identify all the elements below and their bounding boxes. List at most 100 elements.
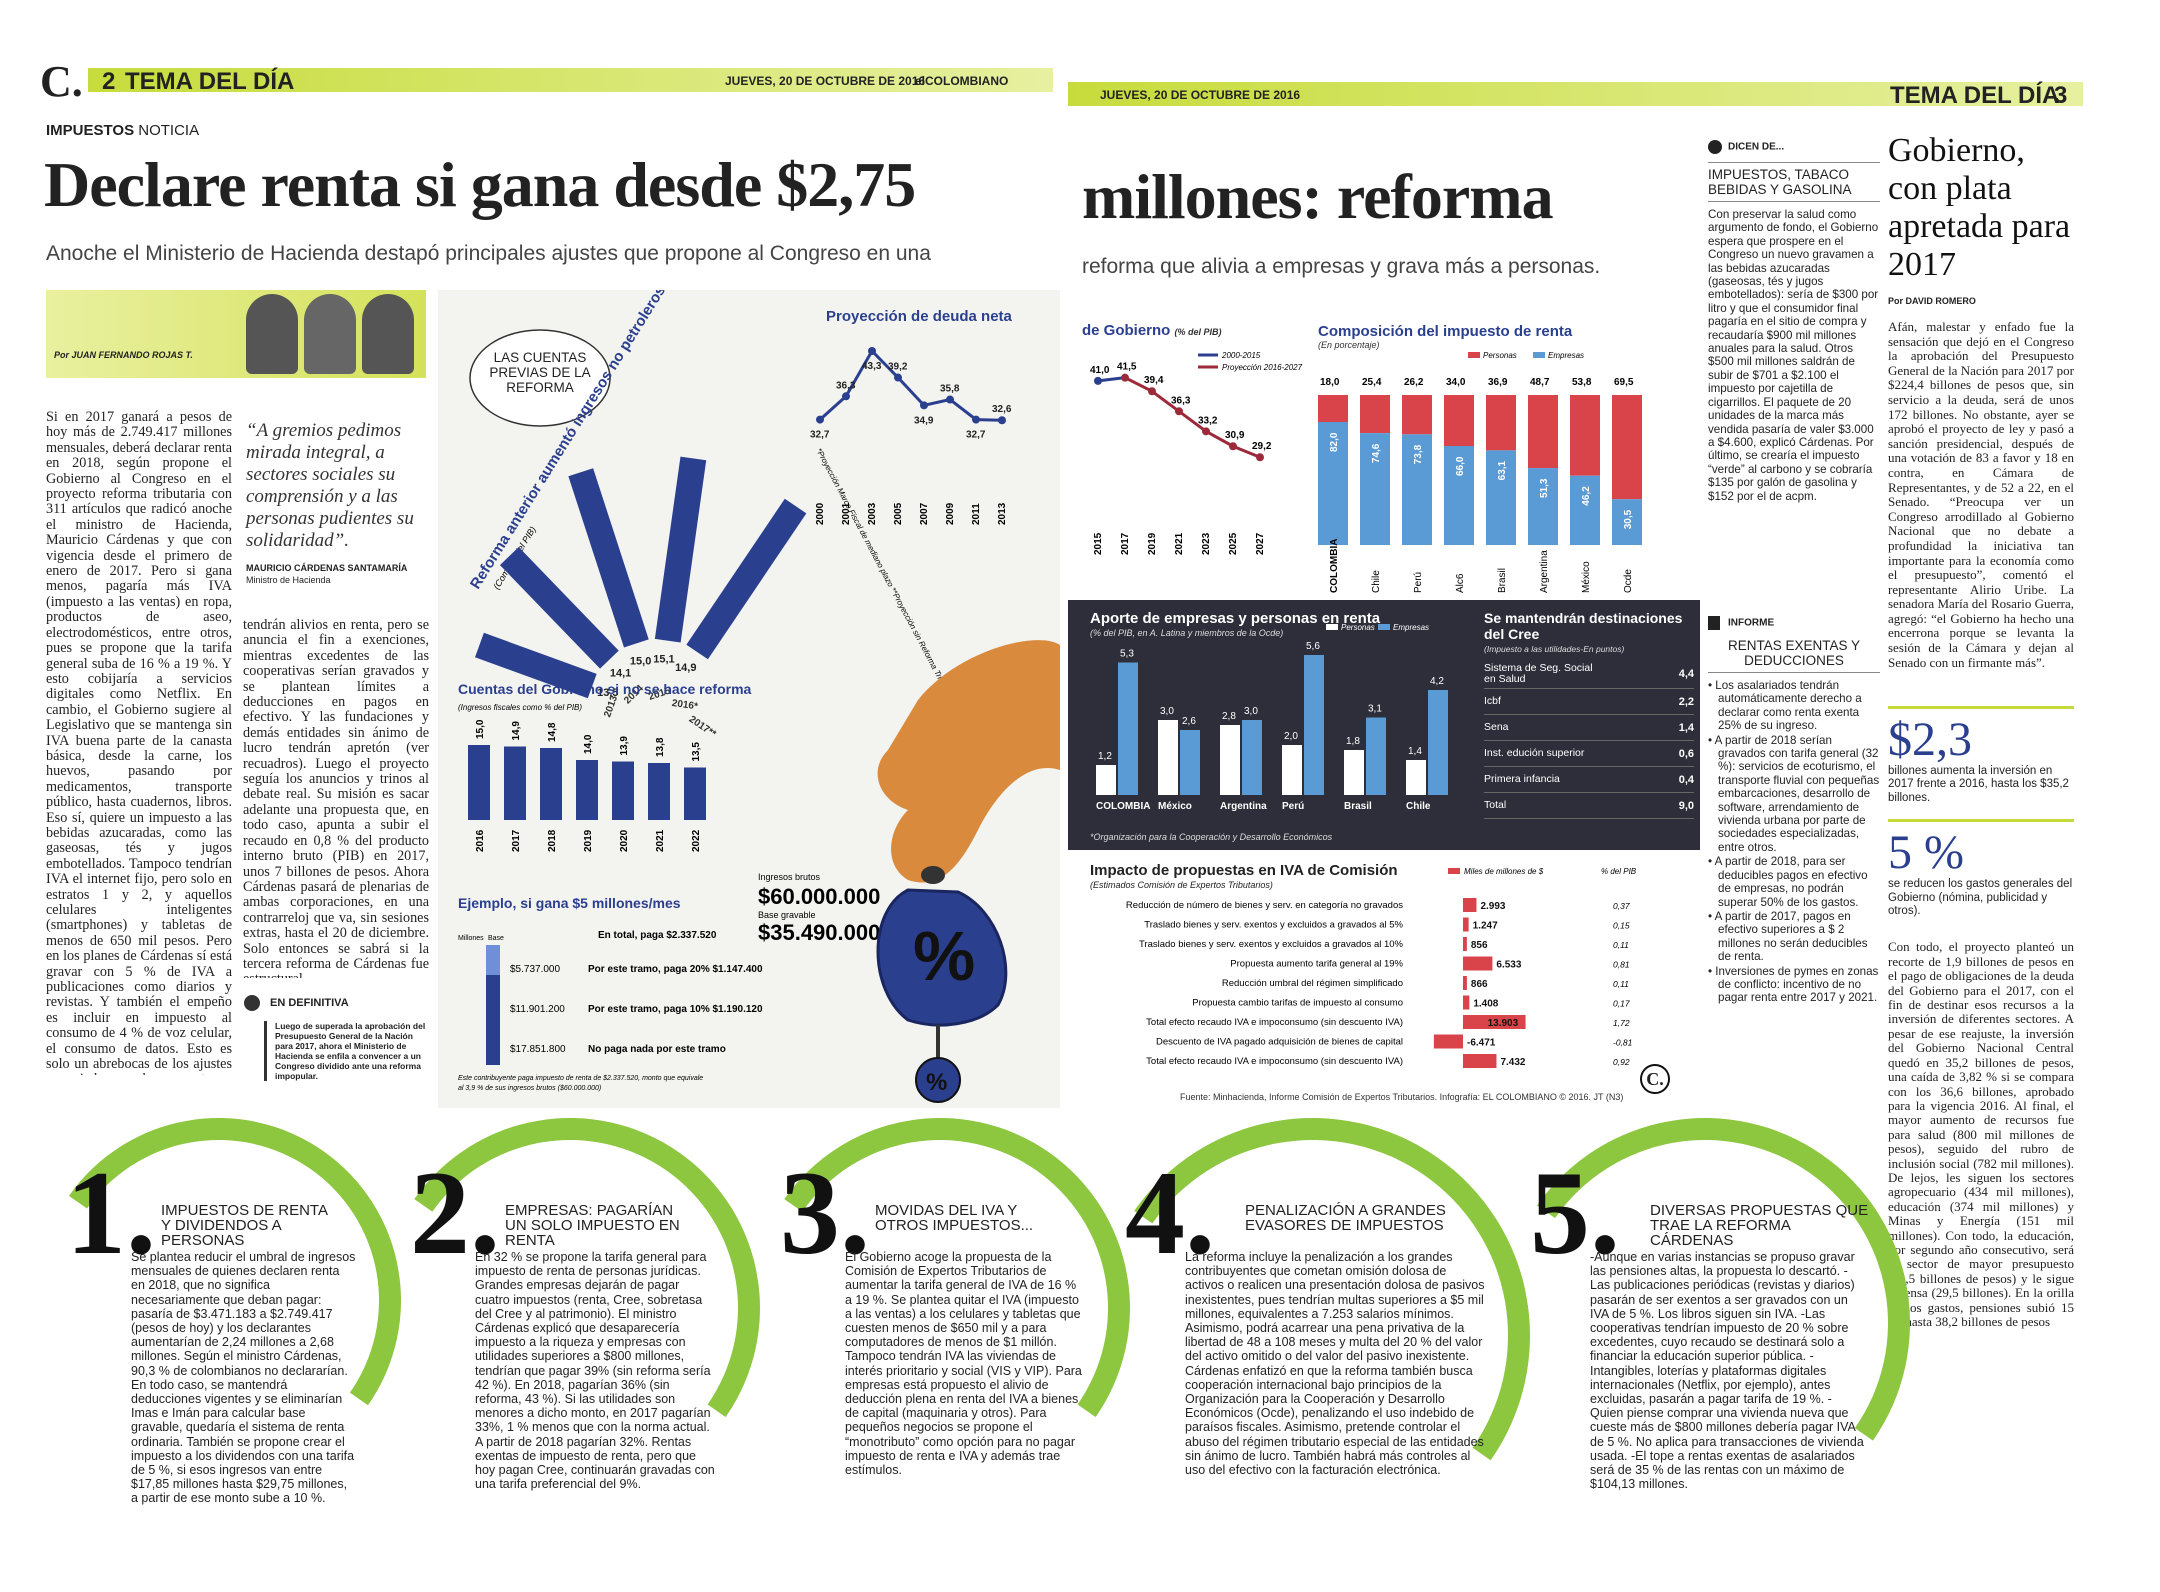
personas-value: 18,0 (1320, 377, 1340, 388)
aporte-svg: Personas Empresas 1,2 5,3 COLOMBIA 3,0 2,6 Méxi… (1096, 623, 1448, 812)
deuda-year: 2017 (1120, 532, 1131, 555)
personas-bar (1360, 395, 1390, 434)
stat-block-2: 5 % se reducen los gastos generales del … (1888, 819, 2074, 918)
iva-svg: Miles de millones de $ % del PIB Reducción… (1126, 867, 1637, 1068)
legend-swatch-personas (1468, 352, 1480, 358)
side-headline: Gobierno, con plata apretada para 2017 (1888, 132, 2071, 283)
aporte-category: COLOMBIA (1096, 801, 1150, 812)
author-photo (362, 294, 414, 374)
personas-bar (1158, 720, 1178, 795)
legend-swatch-empresas (1533, 352, 1545, 358)
deuda-point (1121, 373, 1129, 382)
base-value: $35.490.000 (758, 920, 880, 945)
deuda-point (920, 401, 928, 410)
empresas-bar (1360, 433, 1390, 545)
legend-label: Proyección 2016-2027 (1222, 363, 1303, 372)
iva-value: 7.432 (1500, 1057, 1525, 1068)
kicker: IMPUESTOS NOTICIA (46, 122, 200, 139)
iva-value: -6.471 (1467, 1038, 1496, 1049)
deuda-point (1202, 427, 1210, 436)
ejemplo-amount: $5.737.000 (510, 964, 560, 975)
iva-value: 13.903 (1488, 1018, 1519, 1029)
ejemplo-note: Este contribuyente paga impuesto de rent… (458, 1075, 703, 1082)
ejemplo-row-text: Por este tramo, paga 10% $1.190.120 (588, 1004, 763, 1015)
spiral-value: 14,9 (675, 662, 696, 674)
cree-table: Sistema de Seg. Social en Salud 4,4 Icbf 2,… (1484, 660, 1694, 819)
section-3: 3. MOVIDAS DEL IVA Y OTROS IMPUESTOS... El… (719, 1087, 1161, 1558)
iva-row-label: Total efecto recaudo IVA e impoconsumo (… (1146, 1056, 1403, 1067)
deuda-year: 2000 (815, 502, 826, 525)
ejemplo-total: En total, paga $2.337.520 (598, 930, 717, 941)
stat-1-text: billones aumenta la inversión en 2017 fr… (1888, 765, 2069, 804)
deuda-year: 2015 (1093, 532, 1104, 555)
aporte-category: Argentina (1220, 801, 1267, 812)
deuda-label: 32,7 (966, 430, 986, 441)
section-5: 5. DIVERSAS PROPUESTAS QUE TRAE LA REFORM… (1467, 1085, 1943, 1561)
composicion-category: Ocde (1623, 569, 1634, 593)
bubble-text: LAS CUENTAS PREVIAS DE LA REFORMA (489, 350, 591, 395)
cree-label: Icbf (1484, 695, 1501, 707)
iva-bar (1463, 937, 1467, 951)
iva-pib: 0,37 (1613, 901, 1630, 911)
empresas-value: 3,0 (1244, 706, 1258, 717)
deuda-series-historic-2 (1097, 376, 1126, 383)
deuda-label: 39,4 (1144, 375, 1164, 386)
personas-value: 1,8 (1346, 736, 1360, 747)
empresas-value: 5,6 (1306, 641, 1320, 652)
base-label: Base gravable (758, 910, 816, 920)
logo: C. (40, 57, 83, 106)
quote-role: Ministro de Hacienda (246, 575, 331, 585)
section-title: IMPUESTOS DE RENTA Y DIVIDENDOS A PERSON… (161, 1202, 328, 1249)
section-title: EMPRESAS: PAGARÍAN UN SOLO IMPUESTO EN R… (505, 1202, 680, 1249)
cuentas-bar (504, 746, 526, 820)
cree-row: Primera infancia 0,4 (1484, 767, 1694, 793)
deuda-year: 2009 (945, 502, 956, 525)
aporte-category: Brasil (1344, 801, 1372, 812)
aporte-sub: (% del PIB, en A. Latina y miembros de l… (1090, 628, 1284, 638)
section-number: 5. (1530, 1146, 1620, 1279)
iva-pib: 0,11 (1613, 979, 1629, 989)
iva-value: 1.247 (1473, 921, 1498, 932)
composicion-category: México (1581, 561, 1592, 593)
page-number-right: 3 (2054, 82, 2068, 109)
composicion-category: Chile (1371, 570, 1382, 593)
body-column-1: Si en 2017 ganará a pesos de hoy más de … (46, 410, 232, 1075)
deuda-title-part1: Proyección de deuda neta (826, 308, 1012, 325)
cuentas-bar (540, 748, 562, 820)
deuda-label: 33,2 (1198, 415, 1218, 426)
empresas-value: 82,0 (1329, 432, 1340, 452)
empresas-bar (1428, 690, 1448, 795)
empresas-bar (1444, 446, 1474, 545)
personas-bar (1402, 395, 1432, 435)
empresas-value: 4,2 (1430, 676, 1444, 687)
definitiva-icon (244, 995, 260, 1011)
deuda-year: 2007 (919, 502, 930, 525)
deuda-year: 2019 (1147, 532, 1158, 555)
iva-row-label: Propuesta aumento tarifa general al 19% (1230, 959, 1403, 970)
personas-value: 26,2 (1404, 377, 1424, 388)
iva-row-label: Propuesta cambio tarifas de impuesto al … (1192, 998, 1403, 1009)
empresas-value: 66,0 (1455, 456, 1466, 476)
legend-swatch-empresas (1378, 624, 1390, 630)
iva-bar (1463, 1015, 1526, 1029)
cuentas-value: 13,9 (619, 736, 630, 756)
empresas-bar (1118, 662, 1138, 795)
percent-bag-illustration: % % (876, 888, 1008, 1103)
personas-bar (1486, 395, 1516, 451)
iva-bar (1463, 917, 1469, 932)
spiral-bar (475, 632, 597, 699)
deuda-year: 2025 (1228, 532, 1239, 555)
headline-left: Declare renta si gana desde $2,75 (44, 149, 916, 220)
spiral-year: 2016* (671, 698, 699, 713)
spiral-value: 13,5 (597, 687, 618, 699)
cuentas-value: 15,0 (475, 719, 486, 739)
deuda-series-projection (1124, 376, 1261, 459)
cree-panel: Se mantendrán destinaciones del Cree (Im… (1478, 608, 1700, 848)
deuda-year: 2023 (1201, 532, 1212, 555)
deuda-right-panel: de Gobierno (% del PIB) (1080, 300, 1300, 590)
deuda-point (894, 373, 902, 382)
svg-text:%: % (913, 917, 975, 995)
deck-right: reforma que alivia a empresas y grava má… (1082, 255, 1601, 278)
personas-value: 25,4 (1362, 377, 1382, 388)
section-title: DIVERSAS PROPUESTAS QUE TRAE LA REFORMA … (1650, 1202, 1869, 1249)
